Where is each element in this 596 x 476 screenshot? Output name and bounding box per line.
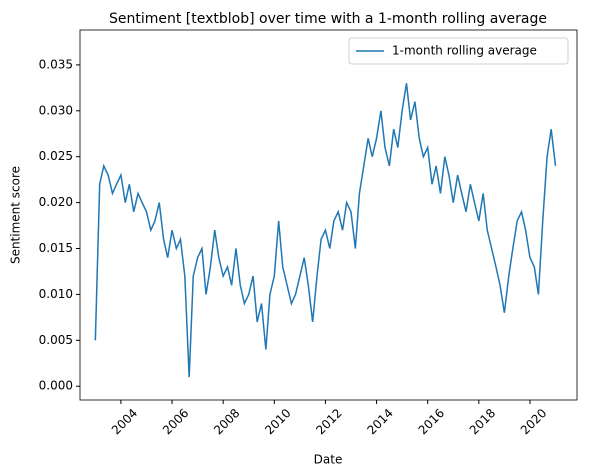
chart-title: Sentiment [textblob] over time with a 1-… bbox=[109, 11, 547, 27]
y-tick-label: 0.010 bbox=[39, 287, 73, 301]
y-tick-label: 0.005 bbox=[39, 333, 73, 347]
x-tick-label: 2012 bbox=[313, 406, 344, 437]
y-tick-label: 0.020 bbox=[39, 195, 73, 209]
x-tick-label: 2020 bbox=[518, 406, 549, 437]
y-tick-label: 0.000 bbox=[39, 379, 73, 393]
x-tick-label: 2004 bbox=[109, 406, 140, 437]
x-tick-label: 2016 bbox=[416, 406, 447, 437]
data-line bbox=[94, 83, 557, 378]
x-tick-label: 2018 bbox=[467, 406, 498, 437]
y-tick-label: 0.015 bbox=[39, 241, 73, 255]
x-tick-label: 2014 bbox=[364, 406, 395, 437]
legend-box bbox=[348, 37, 569, 65]
x-tick-label: 2006 bbox=[160, 406, 191, 437]
y-tick-label: 0.030 bbox=[39, 103, 73, 117]
x-axis-label: Date bbox=[314, 453, 343, 467]
x-tick-label: 2008 bbox=[211, 406, 242, 437]
y-tick-label: 0.035 bbox=[39, 57, 73, 71]
legend-label: 1-month rolling average bbox=[392, 44, 537, 58]
x-tick-label: 2010 bbox=[262, 406, 293, 437]
plot-frame bbox=[79, 29, 578, 401]
y-axis-label: Sentiment score bbox=[9, 166, 23, 264]
y-tick-label: 0.025 bbox=[39, 149, 73, 163]
